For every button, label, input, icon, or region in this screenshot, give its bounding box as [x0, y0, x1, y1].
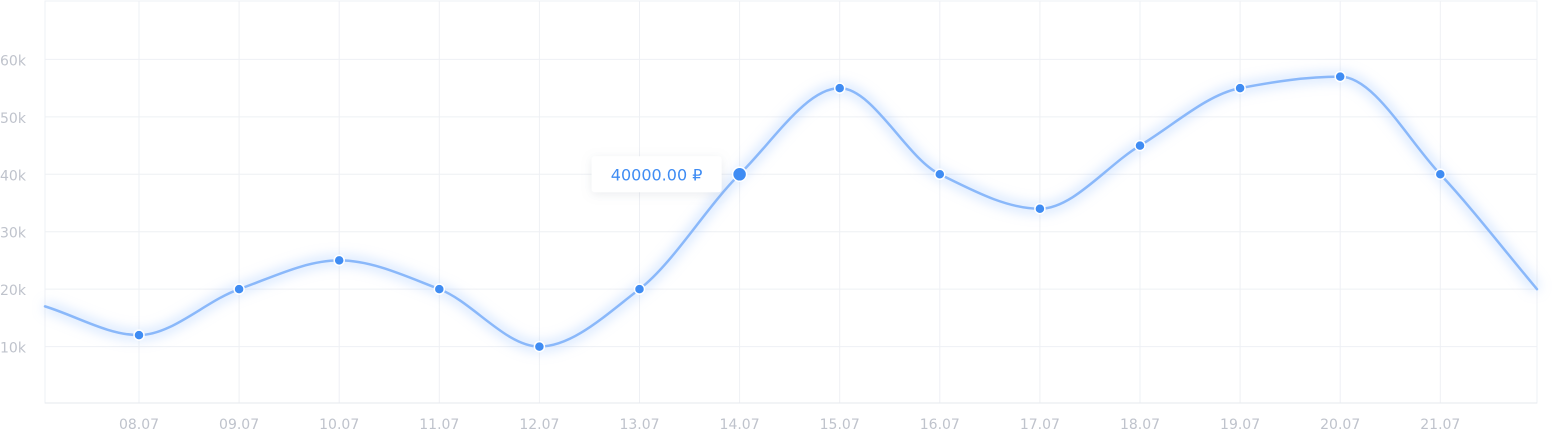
y-tick-label: 10k — [0, 341, 27, 357]
x-tick-label: 18.07 — [1120, 417, 1160, 432]
data-point[interactable] — [1234, 82, 1246, 94]
x-tick-label: 20.07 — [1320, 417, 1360, 432]
data-points — [133, 70, 1447, 353]
data-point[interactable] — [533, 340, 546, 353]
data-point[interactable] — [233, 283, 245, 295]
series-line — [43, 72, 1541, 352]
y-tick-label: 40k — [0, 168, 27, 184]
plot-frame — [44, 0, 1538, 404]
x-tick-label: 11.07 — [419, 417, 459, 432]
data-point[interactable] — [1134, 139, 1146, 152]
x-tick-label: 21.07 — [1420, 417, 1460, 432]
grid — [44, 0, 1538, 404]
tooltip-value: 40000.00 ₽ — [611, 165, 703, 184]
data-point[interactable] — [1334, 70, 1346, 83]
axes: 08.07 09.07 10.07 11.07 12.07 13.07 14.07 15.07… — [0, 53, 1537, 432]
data-point[interactable] — [934, 168, 946, 181]
x-tick-label: 16.07 — [920, 417, 960, 432]
x-tick-label: 13.07 — [619, 417, 659, 432]
x-tick-label: 17.07 — [1020, 417, 1060, 432]
data-point[interactable] — [433, 283, 446, 295]
x-tick-label: 08.07 — [119, 417, 159, 432]
y-tick-label: 50k — [0, 111, 27, 127]
data-point-highlighted[interactable] — [731, 166, 748, 183]
data-point[interactable] — [833, 82, 846, 94]
x-tick-label: 19.07 — [1220, 417, 1260, 432]
y-tick-label: 60k — [0, 53, 27, 69]
value-tooltip: 40000.00 ₽ — [591, 156, 722, 193]
x-tick-label: 15.07 — [820, 417, 860, 432]
data-point[interactable] — [333, 254, 345, 267]
data-point[interactable] — [1434, 168, 1447, 181]
data-point[interactable] — [1034, 202, 1046, 215]
x-tick-label: 09.07 — [219, 417, 259, 432]
y-tick-label: 20k — [0, 283, 27, 299]
x-tick-label: 12.07 — [519, 417, 559, 432]
x-tick-label: 10.07 — [319, 417, 359, 432]
y-tick-label: 30k — [0, 226, 27, 242]
series-line-path — [43, 75, 1539, 348]
data-point[interactable] — [633, 283, 646, 295]
x-tick-label: 14.07 — [720, 417, 760, 432]
data-point[interactable] — [133, 329, 145, 341]
tooltip-box — [591, 156, 722, 193]
